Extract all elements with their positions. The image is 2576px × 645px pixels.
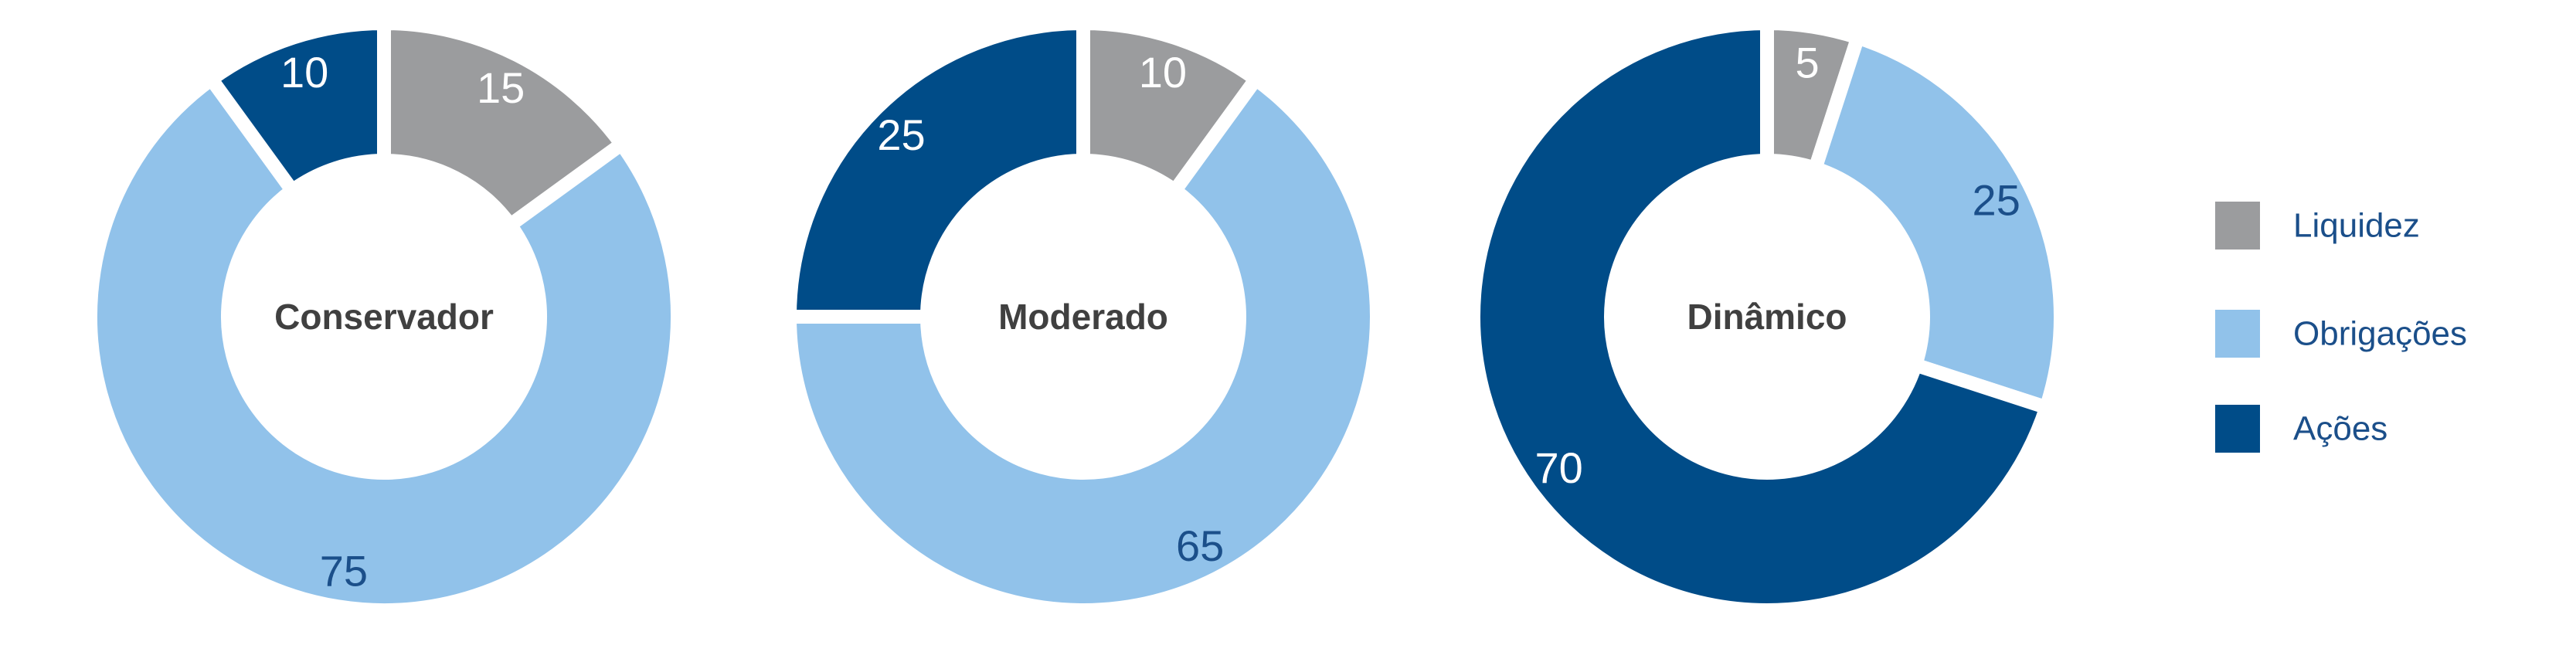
donut-conservador: 15 75 10 Conservador [83, 15, 685, 617]
data-label-liquidez: 10 [1139, 48, 1187, 97]
slice-obrigacoes [1806, 29, 2068, 416]
legend-label-obrigacoes: Obrigações [2293, 315, 2467, 353]
slice-acoes [202, 15, 391, 201]
data-label-acoes: 25 [877, 110, 925, 159]
chart-title: Conservador [274, 297, 494, 337]
chart-title: Dinâmico [1687, 297, 1847, 337]
legend-swatch-obrigacoes [2215, 310, 2260, 358]
legend-swatch-liquidez [2215, 202, 2260, 250]
legend-swatch-acoes [2215, 405, 2260, 453]
donut-moderado: 10 65 25 Moderado [782, 15, 1384, 617]
slice-obrigacoes [782, 69, 1384, 617]
data-label-obrigacoes: 75 [320, 546, 368, 595]
slice-obrigacoes [83, 69, 685, 617]
legend-label-acoes: Ações [2293, 410, 2387, 448]
legend: Liquidez Obrigações Ações [2215, 202, 2467, 453]
data-label-acoes: 70 [1534, 443, 1582, 492]
data-label-acoes: 10 [280, 48, 328, 97]
donut-dinamico: 5 25 70 Dinâmico [1466, 15, 2068, 617]
data-label-liquidez: 5 [1796, 39, 1820, 87]
slice-acoes [1466, 15, 2055, 617]
chart-title: Moderado [998, 297, 1168, 337]
slice-acoes [782, 15, 1090, 324]
data-label-obrigacoes: 65 [1176, 521, 1224, 570]
data-label-liquidez: 15 [477, 63, 525, 112]
slice-liquidez [377, 15, 632, 235]
data-label-obrigacoes: 25 [1973, 175, 2020, 224]
legend-label-liquidez: Liquidez [2293, 207, 2420, 245]
